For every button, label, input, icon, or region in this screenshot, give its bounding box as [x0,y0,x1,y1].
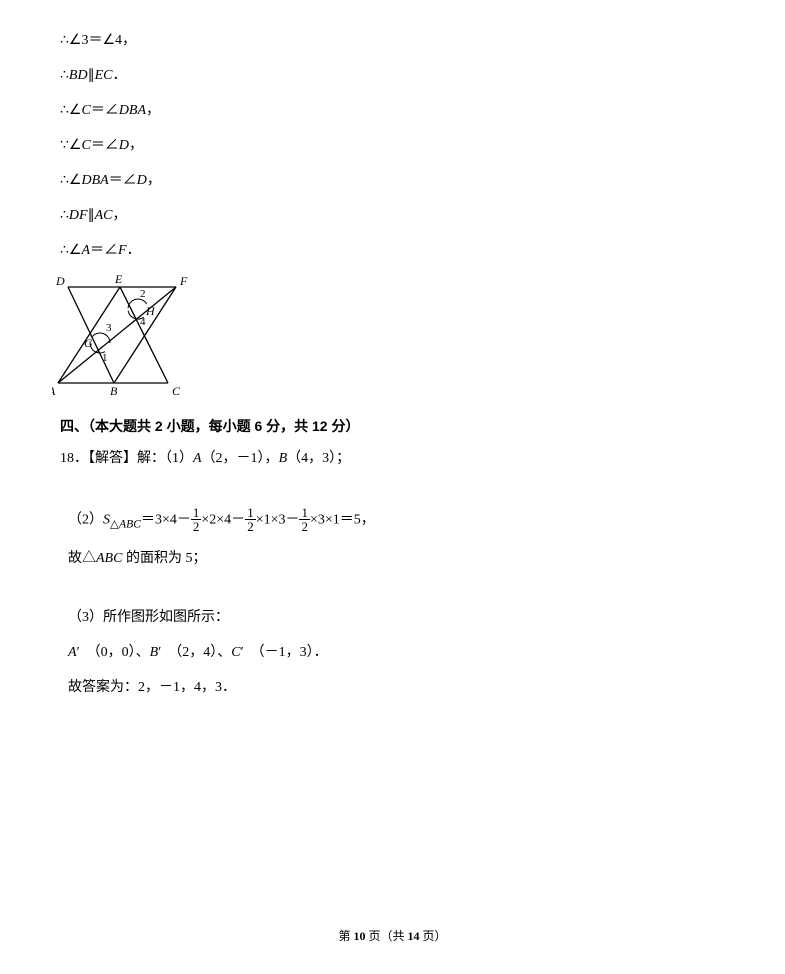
page: ∴∠3＝∠4， ∴BD∥EC． ∴∠C＝∠DBA， ∵∠C＝∠D， ∴∠DBA＝∠D， ∴… [0,0,785,974]
proof-line: ∴∠C＝∠DBA， [60,100,725,121]
svg-text:G: G [84,336,93,350]
q18-part3-c: 故答案为：2，－1，4，3． [68,677,725,698]
footer-mid: 页（共 [365,929,407,943]
svg-text:C: C [172,384,181,395]
q18-part2-expr: （2）S△ABC＝3×4－12×2×4－12×1×3－12×3×1＝5， [68,507,725,534]
footer-pre: 第 [338,929,353,943]
svg-text:F: F [179,275,188,288]
q18-label: 18．【解答】解： [60,451,165,466]
svg-text:3: 3 [106,322,112,334]
footer-current-page: 10 [353,929,365,943]
spacer [60,583,725,607]
q18-part3-a: （3）所作图形如图所示： [68,607,725,628]
q18-part2-tail: 故△ABC 的面积为 5； [68,548,725,569]
proof-line: ∴DF∥AC， [60,205,725,226]
q18-part3-b: A′ （0，0）、B′ （2，4）、C′ （－1，3）． [68,642,725,663]
svg-text:1: 1 [102,352,108,364]
q18-part1: 18．【解答】解：（1）A（2，－1），B（4，3）； [60,448,725,469]
section-four-title: 四、（本大题共 2 小题，每小题 6 分，共 12 分） [60,416,725,436]
diagram-svg: D E F A B C G H 2 4 3 1 [52,275,192,395]
proof-line: ∴∠DBA＝∠D， [60,170,725,191]
proof-line: ∴BD∥EC． [60,65,725,86]
proof-line: ∴∠A＝∠F． [60,240,725,261]
footer-post: 页） [420,929,447,943]
proof-line: ∴∠3＝∠4， [60,30,725,51]
page-footer: 第 10 页（共 14 页） [0,927,785,944]
footer-total-pages: 14 [408,929,420,943]
proof-block: ∴∠3＝∠4， ∴BD∥EC． ∴∠C＝∠DBA， ∵∠C＝∠D， ∴∠DBA＝∠D， ∴… [60,30,725,261]
svg-text:A: A [52,384,56,395]
svg-text:E: E [114,275,123,286]
svg-text:D: D [55,275,65,288]
svg-text:H: H [145,304,156,318]
svg-text:B: B [110,384,118,395]
geometry-diagram: D E F A B C G H 2 4 3 1 [52,275,725,400]
svg-text:2: 2 [140,288,146,300]
q18-part1-text: （1）A（2，－1），B（4，3）； [165,451,350,466]
svg-text:4: 4 [140,316,146,328]
spacer [60,483,725,507]
proof-line: ∵∠C＝∠D， [60,135,725,156]
